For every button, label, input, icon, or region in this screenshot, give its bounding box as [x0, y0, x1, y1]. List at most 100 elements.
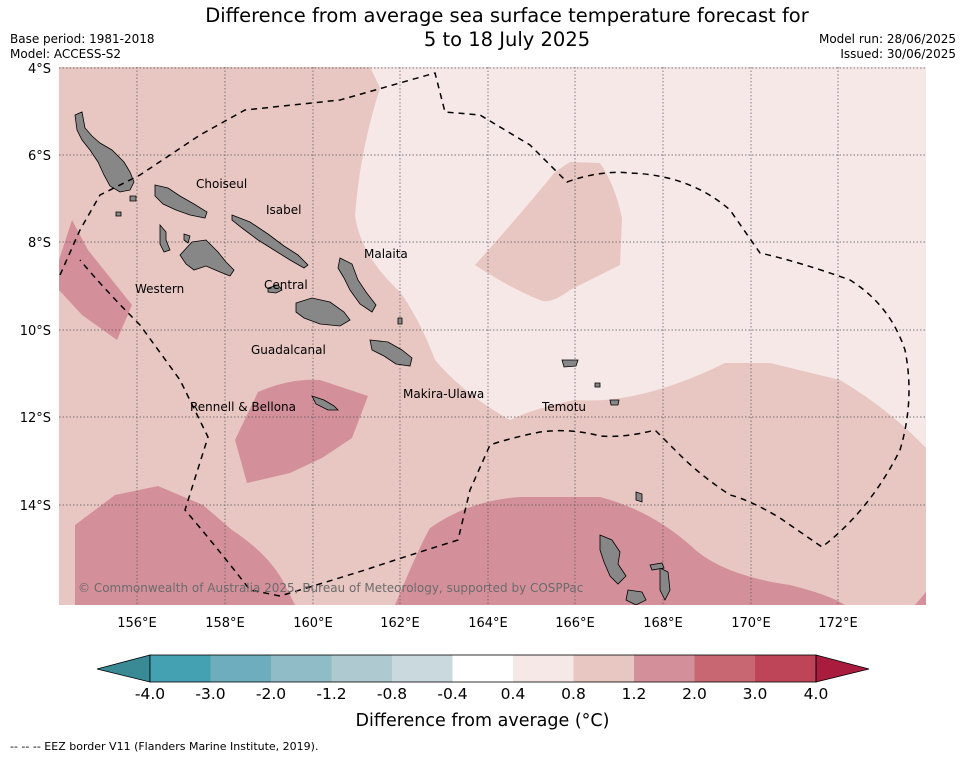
colorbar-tick: -0.8	[377, 685, 407, 703]
label-choiseul: Choiseul	[196, 177, 247, 191]
footnote-eez: -- -- -- EEZ border V11 (Flanders Marine…	[10, 740, 319, 753]
island-malaita	[337, 257, 377, 313]
model-run-text: Model run: 28/06/2025	[818, 32, 956, 46]
colorbar-tick: 4.0	[804, 685, 829, 703]
colorbar-tick: -3.0	[195, 685, 225, 703]
island-temotu-1	[561, 359, 579, 368]
lat-tick: 14°S	[20, 499, 51, 514]
lon-tick: 160°E	[293, 616, 333, 631]
colorbar-bin	[755, 655, 816, 682]
label-makira-ulawa: Makira-Ulawa	[403, 387, 484, 401]
colorbar-bin	[694, 655, 755, 682]
island-temotu-2	[594, 382, 601, 388]
colorbar-tick: 2.0	[682, 685, 707, 703]
colorbar-extend-high	[815, 654, 870, 683]
base-period-text: Base period: 1981-2018	[10, 32, 155, 46]
island-efate	[625, 589, 647, 605]
sst-bin-1.2-2.0-west	[59, 220, 132, 340]
island-shortland	[115, 211, 122, 217]
lon-tick: 156°E	[117, 616, 157, 631]
colorbar-bin	[573, 655, 634, 682]
colorbar-tick-labels: -4.0 -3.0 -2.0 -1.2 -0.8 -0.4 0.4 0.8 1.…	[135, 685, 828, 703]
lon-tick: 158°E	[205, 616, 245, 631]
island-malekula	[659, 567, 671, 601]
island-small-1	[183, 233, 191, 244]
sst-bin-1.2-2.0-southwest	[75, 486, 295, 605]
colorbar-bin	[634, 655, 695, 682]
colorbar-tick: 1.2	[622, 685, 647, 703]
colorbar-bin	[452, 655, 513, 682]
island-espiritu-santo	[599, 534, 627, 585]
island-isabel	[231, 214, 309, 269]
map-figure: Choiseul Isabel Malaita Western Central …	[20, 62, 926, 703]
island-rennell	[311, 395, 339, 411]
colorbar-tick: -4.0	[135, 685, 165, 703]
colorbar: -4.0 -3.0 -2.0 -1.2 -0.8 -0.4 0.4 0.8 1.…	[96, 654, 870, 703]
lon-tick: 170°E	[731, 616, 771, 631]
island-temotu-3	[609, 399, 620, 406]
sst-bin-1.2-2.0-edge	[915, 592, 926, 605]
label-western: Western	[135, 282, 184, 296]
sst-bin-1.2-2.0-rennell	[235, 379, 368, 483]
sst-bin-0.4-0.8	[355, 67, 926, 448]
island-small-3	[129, 195, 137, 202]
island-makira	[369, 339, 413, 367]
colorbar-outline	[149, 654, 817, 683]
colorbar-tick: -1.2	[316, 685, 346, 703]
island-choiseul	[154, 184, 208, 219]
island-kolombangara	[159, 223, 171, 253]
lat-tick: 8°S	[28, 236, 51, 251]
lon-tick: 168°E	[643, 616, 683, 631]
label-guadalcanal: Guadalcanal	[251, 343, 326, 357]
label-malaita: Malaita	[364, 247, 408, 261]
meta-left: Base period: 1981-2018 Model: ACCESS-S2	[10, 32, 155, 62]
lat-tick: 12°S	[20, 411, 51, 426]
colorbar-bin	[271, 655, 332, 682]
title-line-1: Difference from average sea surface temp…	[205, 4, 809, 27]
map-plot-area: Choiseul Isabel Malaita Western Central …	[59, 67, 926, 605]
lat-tick: 6°S	[28, 149, 51, 164]
land-islands	[74, 111, 671, 605]
lon-tick: 162°E	[380, 616, 420, 631]
island-western-north	[74, 111, 135, 193]
eez-border	[59, 72, 910, 597]
lon-tick: 164°E	[468, 616, 508, 631]
sst-bin-0.8-1.2-blob	[475, 162, 622, 302]
colorbar-bin	[392, 655, 453, 682]
colorbar-bin	[513, 655, 574, 682]
colorbar-extend-low	[96, 654, 151, 683]
colorbar-tick: 0.4	[501, 685, 526, 703]
lon-tick: 172°E	[818, 616, 858, 631]
lat-tick: 4°S	[28, 62, 51, 77]
copyright-text: © Commonwealth of Australia 2025, Bureau…	[78, 581, 583, 595]
colorbar-bin	[210, 655, 271, 682]
label-isabel: Isabel	[266, 203, 301, 217]
lat-tick: 10°S	[20, 324, 51, 339]
island-guadalcanal-small	[267, 284, 283, 294]
label-rennell-bellona: Rennell & Bellona	[190, 400, 296, 414]
island-central	[295, 297, 351, 327]
island-banks-1	[635, 491, 643, 503]
lon-tick-labels: 156°E 158°E 160°E 162°E 164°E 166°E 168°…	[117, 616, 858, 631]
issued-text: Issued: 30/06/2025	[840, 47, 956, 61]
meta-right: Model run: 28/06/2025 Issued: 30/06/2025	[819, 32, 956, 62]
label-temotu: Temotu	[541, 400, 586, 414]
island-small-2	[397, 317, 403, 325]
colorbar-bin	[150, 655, 211, 682]
island-newgeorgia	[179, 239, 235, 277]
lat-tick-labels: 4°S 6°S 8°S 10°S 12°S 14°S	[20, 62, 51, 514]
colorbar-tick: -2.0	[256, 685, 286, 703]
label-central: Central	[264, 278, 308, 292]
sst-bin-1.2-2.0-south	[395, 497, 845, 605]
model-text: Model: ACCESS-S2	[10, 47, 122, 61]
island-banks-2	[649, 562, 665, 571]
colorbar-bin	[331, 655, 392, 682]
colorbar-tick: 0.8	[561, 685, 586, 703]
colorbar-label: Difference from average (°C)	[355, 711, 610, 731]
title-line-2: 5 to 18 July 2025	[423, 28, 591, 51]
lon-tick: 166°E	[555, 616, 595, 631]
colorbar-tick: 3.0	[743, 685, 768, 703]
province-labels: Choiseul Isabel Malaita Western Central …	[135, 177, 586, 414]
colorbar-tick: -0.4	[437, 685, 467, 703]
chart-title: Difference from average sea surface temp…	[0, 4, 965, 52]
